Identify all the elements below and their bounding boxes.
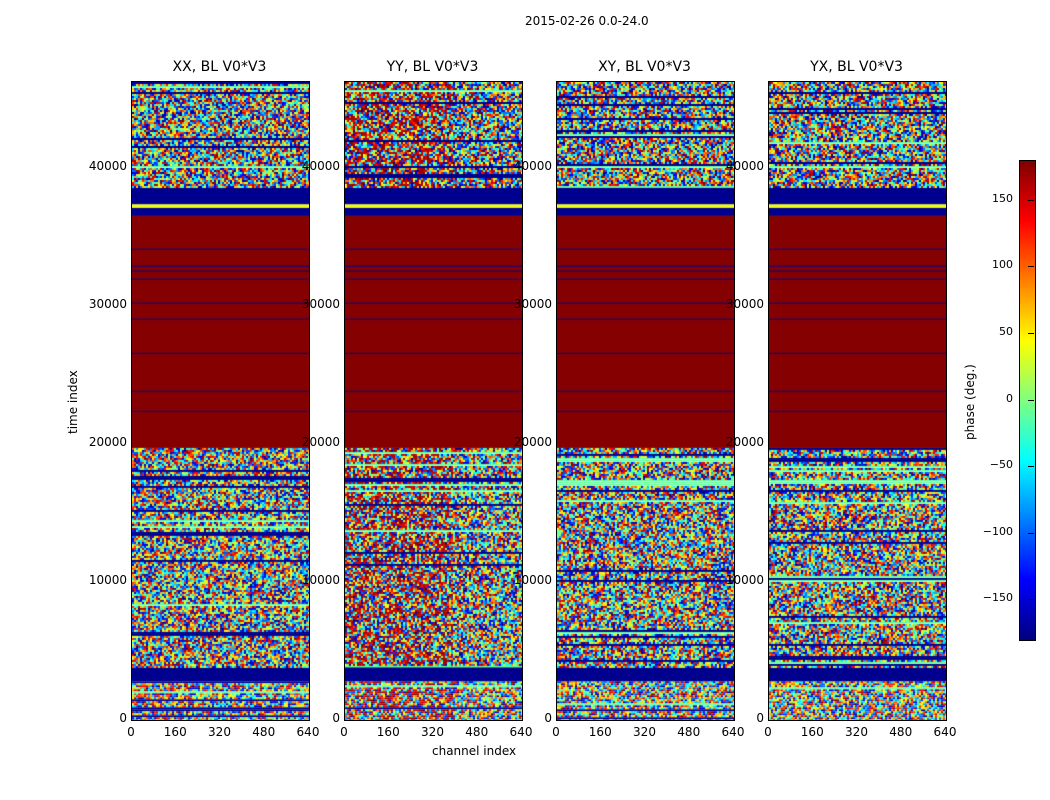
panel-title: YY, BL V0*V3 xyxy=(386,59,479,75)
x-tick-label: 320 xyxy=(633,725,656,739)
heatmap-panel xyxy=(344,81,523,721)
x-tick-label: 0 xyxy=(127,725,135,739)
y-tick-label: 0 xyxy=(756,711,764,725)
colorbar-tick-label: −100 xyxy=(982,524,1013,538)
x-tick-label: 640 xyxy=(721,725,745,739)
colorbar xyxy=(1019,160,1036,641)
heatmap-panel xyxy=(768,81,947,721)
y-tick-label: 40000 xyxy=(301,158,340,173)
colorbar-tick-label: −150 xyxy=(982,591,1013,605)
colorbar-tick-label: 50 xyxy=(999,324,1013,338)
x-tick-label: 320 xyxy=(845,725,868,739)
x-tick-label: 320 xyxy=(208,725,231,739)
y-tick-label: 10000 xyxy=(88,572,127,587)
y-tick-label: 40000 xyxy=(725,158,764,173)
colorbar-tick xyxy=(1028,399,1034,401)
panel-title: YX, BL V0*V3 xyxy=(810,59,903,75)
y-tick-label: 30000 xyxy=(301,296,340,311)
heatmap-panel xyxy=(556,81,735,721)
y-tick-label: 0 xyxy=(332,711,340,725)
colorbar-tick xyxy=(1028,199,1034,201)
colorbar-tick xyxy=(1028,599,1034,601)
y-tick-label: 0 xyxy=(544,711,552,725)
x-tick-label: 640 xyxy=(933,725,957,739)
x-tick-label: 320 xyxy=(421,725,444,739)
colorbar-tick xyxy=(1028,332,1034,334)
y-tick-label: 0 xyxy=(119,711,127,725)
x-tick-label: 480 xyxy=(677,725,701,739)
colorbar-tick-label: −50 xyxy=(989,458,1013,472)
x-tick-label: 160 xyxy=(588,725,612,739)
colorbar-tick-label: 0 xyxy=(1006,391,1013,405)
y-tick-label: 30000 xyxy=(88,296,127,311)
y-tick-label: 30000 xyxy=(725,296,764,311)
colorbar-tick-label: 100 xyxy=(992,258,1013,272)
x-tick-label: 640 xyxy=(509,725,533,739)
x-tick-label: 160 xyxy=(163,725,187,739)
y-tick-label: 20000 xyxy=(513,434,552,449)
y-tick-label: 20000 xyxy=(725,434,764,449)
x-tick-label: 160 xyxy=(376,725,400,739)
y-tick-label: 40000 xyxy=(88,158,127,173)
colorbar-tick xyxy=(1028,266,1034,268)
panel-title: XY, BL V0*V3 xyxy=(598,59,691,75)
y-tick-label: 20000 xyxy=(301,434,340,449)
y-tick-label: 40000 xyxy=(513,158,552,173)
x-tick-label: 0 xyxy=(340,725,348,739)
colorbar-tick xyxy=(1028,466,1034,468)
y-tick-label: 10000 xyxy=(513,572,552,587)
x-tick-label: 0 xyxy=(552,725,560,739)
colorbar-tick-label: 150 xyxy=(992,191,1013,205)
x-tick-label: 480 xyxy=(465,725,489,739)
y-tick-label: 20000 xyxy=(88,434,127,449)
panel-title: XX, BL V0*V3 xyxy=(172,59,267,75)
x-tick-label: 0 xyxy=(764,725,772,739)
x-tick-label: 160 xyxy=(800,725,824,739)
x-tick-label: 640 xyxy=(296,725,320,739)
x-tick-label: 480 xyxy=(889,725,913,739)
heatmap-panel xyxy=(131,81,310,721)
y-tick-label: 10000 xyxy=(301,572,340,587)
y-tick-label: 30000 xyxy=(513,296,552,311)
x-axis-label: channel index xyxy=(432,744,517,758)
colorbar-label: phase (deg.) xyxy=(963,364,977,440)
colorbar-tick xyxy=(1028,532,1034,534)
y-tick-label: 10000 xyxy=(725,572,764,587)
x-tick-label: 480 xyxy=(252,725,276,739)
figure-title: 2015-02-26 0.0-24.0 xyxy=(525,14,649,28)
y-axis-label: time index xyxy=(66,370,80,434)
